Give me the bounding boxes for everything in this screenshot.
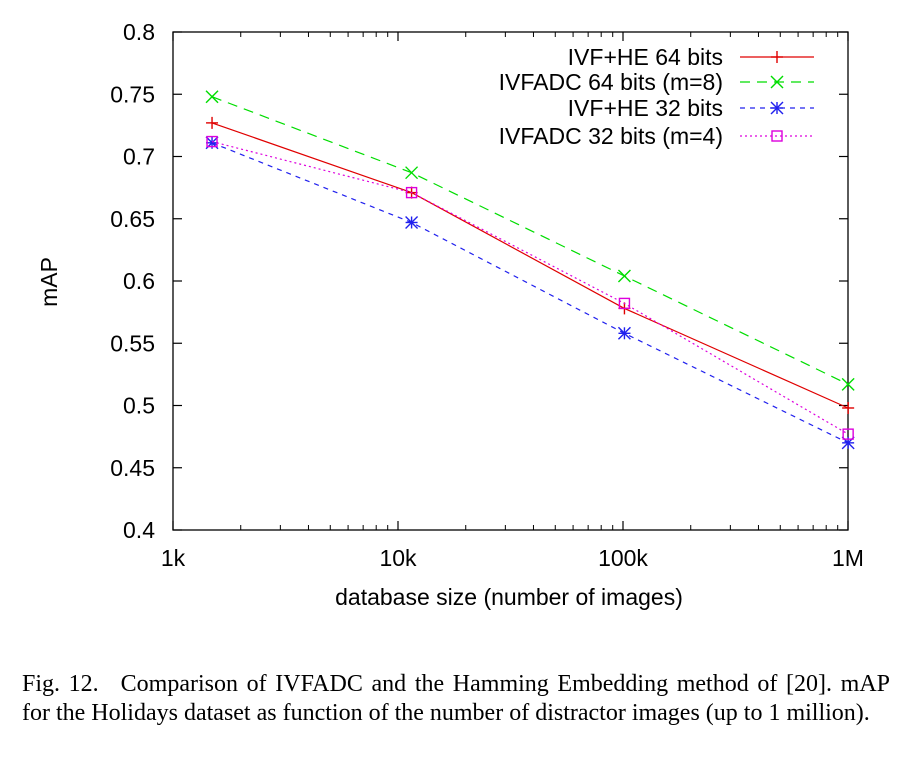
tick-labels: 0.4 0.45 0.5 0.55 0.6 0.65 0.7 0.75 0.8 1k 10k 100k… [110,19,864,571]
y-tick-label: 0.8 [123,19,155,45]
x-axis-title: database size (number of images) [335,584,683,610]
y-tick-label: 0.75 [110,81,155,107]
series [205,136,855,450]
legend-label: IVF+HE 64 bits [568,44,723,70]
data-point-marker [770,75,784,89]
series-group [205,90,855,450]
data-point-marker [405,215,419,229]
data-point-marker [842,428,854,440]
series [205,90,855,391]
chart: 0.4 0.45 0.5 0.55 0.6 0.65 0.7 0.75 0.8 1k 10k 100k… [36,19,864,610]
axis-ticks [172,31,849,531]
y-tick-label: 0.7 [123,144,155,170]
plot-area [172,31,849,531]
x-tick-label: 1k [161,545,186,571]
data-point-marker [771,130,783,142]
x-tick-label: 10k [379,545,417,571]
y-axis-title: mAP [36,257,62,307]
series-line [211,141,849,435]
legend-label: IVFADC 64 bits (m=8) [499,69,723,95]
figure-caption: Fig. 12. Comparison of IVFADC and the Ham… [22,670,890,728]
y-tick-label: 0.45 [110,455,155,481]
data-point-marker [617,269,631,283]
y-tick-label: 0.6 [123,268,155,294]
y-tick-label: 0.65 [110,206,155,232]
plot-border [172,31,849,531]
legend-label: IVF+HE 32 bits [568,95,723,121]
data-point-marker [617,326,631,340]
figure-caption-text: Comparison of IVFADC and the Hamming Emb… [22,671,890,726]
series [206,135,854,440]
series-line [211,96,849,385]
y-tick-label: 0.4 [123,517,155,543]
y-tick-label: 0.55 [110,330,155,356]
figure-caption-label: Fig. 12. [22,671,99,697]
x-tick-label: 100k [598,545,648,571]
data-point-marker [205,90,219,104]
data-point-marker [771,51,783,63]
series-line [211,122,849,409]
data-point-marker [405,166,419,180]
data-point-marker [842,401,855,414]
series [206,116,855,414]
data-point-marker [618,297,631,310]
x-tick-label: 1M [832,545,864,571]
legend-label: IVFADC 32 bits (m=4) [499,123,723,149]
y-tick-label: 0.5 [123,393,155,419]
data-point-marker [770,101,784,115]
data-point-marker [405,186,418,199]
data-point-marker [206,116,219,129]
data-point-marker [841,377,855,391]
series-line [211,142,849,444]
data-point-marker [206,135,218,148]
